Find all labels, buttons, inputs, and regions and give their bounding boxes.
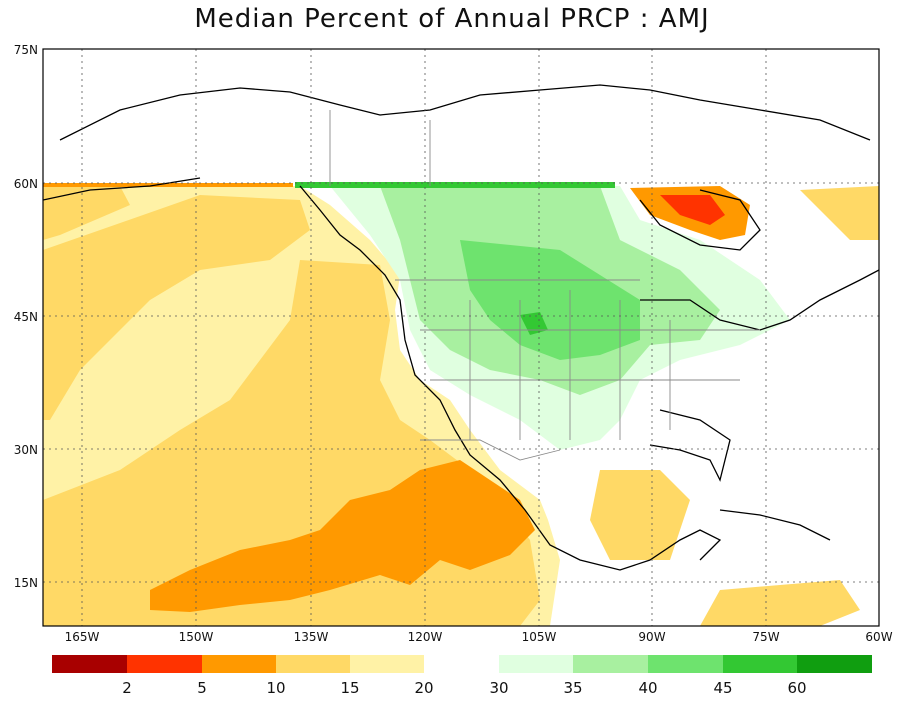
legend-swatch: [276, 655, 350, 673]
legend-swatch: [52, 655, 127, 673]
southeast-land: [620, 360, 800, 480]
legend-swatch: [499, 655, 573, 673]
grid-lines: [43, 49, 879, 626]
pacific-mid-region: [43, 186, 879, 626]
coastlines: [43, 84, 879, 571]
plains-dark-green: [520, 312, 548, 335]
legend-swatch: [797, 655, 872, 673]
legend-swatch: [127, 655, 202, 673]
legend: 2 5 10 15 20 30 35 40 45 60: [52, 655, 872, 697]
legend-label: 40: [638, 679, 657, 697]
y-tick-label: 75N: [14, 43, 38, 57]
fringe-orange-band: [43, 183, 293, 187]
legend-label: 45: [713, 679, 732, 697]
legend-label: 10: [266, 679, 285, 697]
x-tick-label: 60W: [865, 630, 892, 644]
x-tick-label: 90W: [638, 630, 665, 644]
legend-label: 5: [197, 679, 207, 697]
legend-swatch: [202, 655, 276, 673]
legend-swatch: [648, 655, 723, 673]
legend-label: 2: [122, 679, 132, 697]
map-frame: [42, 48, 880, 627]
x-axis: 165W 150W 135W 120W 105W 90W 75W 60W: [65, 630, 893, 644]
legend-swatch: [723, 655, 797, 673]
y-tick-label: 15N: [14, 576, 38, 590]
legend-label: 15: [340, 679, 359, 697]
y-tick-label: 45N: [14, 310, 38, 324]
precip-field: [43, 49, 879, 626]
pacific-orange-region: [150, 460, 535, 612]
x-tick-label: 165W: [65, 630, 100, 644]
fringe-green-band: [295, 182, 615, 188]
legend-swatch: [573, 655, 648, 673]
y-tick-label: 60N: [14, 177, 38, 191]
x-tick-label: 150W: [179, 630, 214, 644]
x-tick-label: 135W: [294, 630, 329, 644]
map-title: Median Percent of Annual PRCP : AMJ: [194, 4, 710, 34]
legend-label: 60: [787, 679, 806, 697]
x-tick-label: 120W: [408, 630, 443, 644]
y-tick-label: 30N: [14, 443, 38, 457]
legend-label: 20: [414, 679, 433, 697]
legend-label: 30: [489, 679, 508, 697]
x-tick-label: 105W: [522, 630, 557, 644]
borders: [329, 110, 760, 461]
legend-swatch: [350, 655, 424, 673]
legend-label: 35: [563, 679, 582, 697]
x-tick-label: 75W: [752, 630, 779, 644]
y-axis: 75N 60N 45N 30N 15N: [14, 43, 38, 590]
hudson-red-region: [660, 195, 725, 225]
